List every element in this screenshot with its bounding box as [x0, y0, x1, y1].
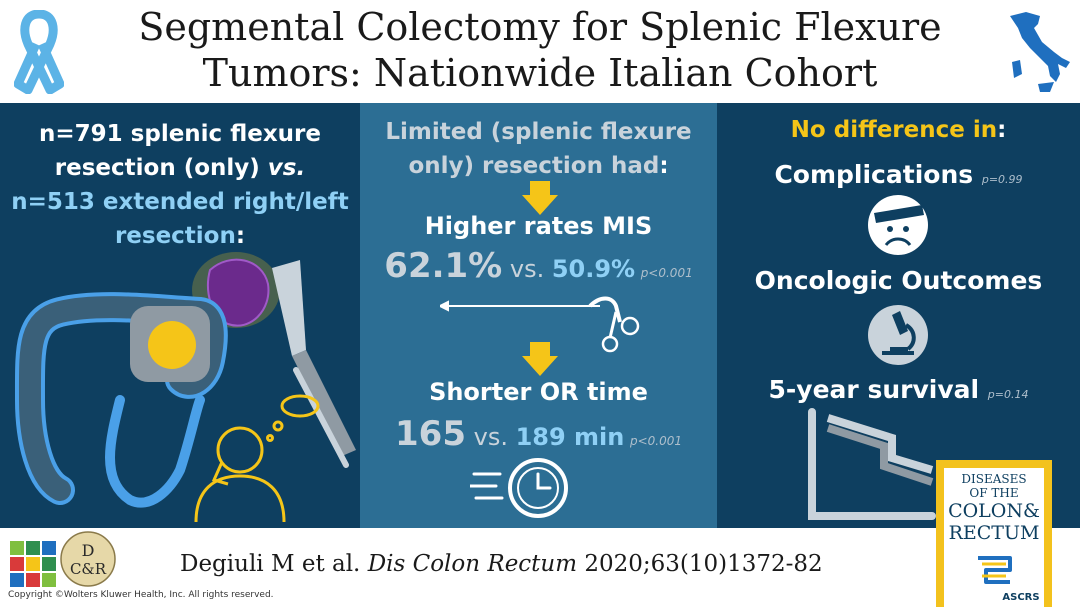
page-title-line-1: Segmental Colectomy for Splenic Flexure	[138, 5, 942, 49]
dcr-logo-bottom: C&R	[70, 560, 107, 578]
main-content	[0, 103, 1080, 528]
arrow-down-icon	[522, 342, 558, 376]
page-title-line-2: Tumors: Nationwide Italian Cohort	[202, 51, 878, 95]
complications-p-value: p=0.99	[981, 173, 1023, 186]
no-difference-colon: :	[997, 117, 1007, 143]
laparoscopic-instrument-icon	[440, 296, 640, 353]
fast-clock-icon	[470, 458, 568, 518]
or-label: Shorter OR time	[429, 378, 648, 406]
middle-panel	[360, 103, 717, 528]
cover-line-4: RECTUM	[948, 522, 1040, 544]
heading-line-1: Limited (splenic flexure	[385, 119, 692, 145]
mis-label: Higher rates MIS	[424, 212, 653, 240]
survival-text: 5-year survival	[768, 375, 980, 404]
awareness-ribbon-icon	[14, 10, 64, 94]
mis-vs: vs.	[502, 255, 552, 283]
scalpel-icon	[272, 260, 356, 468]
cohort-line-4: resection:	[0, 219, 360, 253]
or-stat: 165 vs. 189 min p<0.001	[360, 414, 717, 454]
dcr-logo-top: D	[82, 541, 95, 560]
citation: Degiuli M et al. Dis Colon Rectum 2020;6…	[180, 551, 823, 577]
journal-cover-inner: DISEASES OF THE COLON& RECTUM ASCRS	[944, 468, 1044, 607]
citation-journal: Dis Colon Rectum	[367, 551, 578, 577]
footer	[0, 528, 1080, 607]
heading-line-2-text: only) resection had	[408, 153, 660, 179]
mis-p-value: p<0.001	[640, 266, 693, 280]
or-value-limited: 165	[395, 414, 466, 454]
arrow-down-icon	[522, 181, 558, 215]
or-p-value: p<0.001	[629, 434, 682, 448]
no-difference-heading: No difference in:	[717, 117, 1080, 143]
cohort-line-2-text: resection (only)	[54, 155, 268, 181]
colon-illustration	[14, 252, 356, 523]
cover-ascrs: ASCRS	[1002, 592, 1040, 603]
cohort-line-2: resection (only) vs.	[0, 151, 360, 185]
publisher-logo-icon	[10, 541, 56, 587]
sad-face-icon	[868, 195, 928, 255]
or-value-extended: 189 min	[515, 423, 625, 451]
italy-map-icon	[1010, 12, 1070, 92]
copyright-notice: Copyright ©Wolters Kluwer Health, Inc. A…	[8, 590, 274, 600]
colon-logo-icon	[978, 556, 1012, 584]
mis-stat: 62.1% vs. 50.9% p<0.001	[360, 246, 717, 286]
or-vs: vs.	[466, 423, 516, 451]
cover-line-1: DISEASES	[961, 472, 1027, 486]
survival-label: 5-year survival p=0.14	[717, 375, 1080, 404]
citation-authors: Degiuli M et al.	[180, 551, 368, 577]
survival-curve-icon	[808, 408, 936, 520]
cover-line-3: COLON&	[948, 500, 1040, 522]
cohort-description: n=791 splenic flexure resection (only) v…	[0, 117, 360, 253]
cohort-line-3: n=513 extended right/left	[11, 189, 349, 215]
colon-icon	[14, 292, 228, 508]
microscope-icon	[868, 305, 928, 365]
survival-p-value: p=0.14	[987, 388, 1029, 401]
thinking-person-icon	[194, 394, 320, 523]
oncologic-outcomes-label: Oncologic Outcomes	[754, 266, 1043, 295]
journal-cover: DISEASES OF THE COLON& RECTUM ASCRS	[936, 460, 1052, 607]
no-difference-text: No difference in	[790, 117, 998, 143]
cohort-line-1: n=791 splenic flexure	[39, 121, 321, 147]
complications-text: Complications	[774, 160, 974, 189]
mis-value-limited: 62.1%	[384, 246, 503, 286]
dcr-logo: D C&R	[60, 531, 116, 587]
heading-colon: :	[659, 153, 669, 179]
cohort-colon: :	[235, 223, 246, 249]
cover-line-2: OF THE	[969, 486, 1019, 500]
mis-value-extended: 50.9%	[551, 255, 636, 283]
citation-details: 2020;63(10)1372-82	[577, 551, 823, 577]
heading-line-2: only) resection had:	[360, 149, 717, 183]
title-bar: Segmental Colectomy for Splenic Flexure …	[0, 0, 1080, 103]
cohort-vs: vs.	[267, 155, 306, 181]
cohort-line-4-text: resection	[114, 223, 236, 249]
complications-label: Complications p=0.99	[717, 160, 1080, 189]
limited-resection-heading: Limited (splenic flexure only) resection…	[360, 115, 717, 183]
